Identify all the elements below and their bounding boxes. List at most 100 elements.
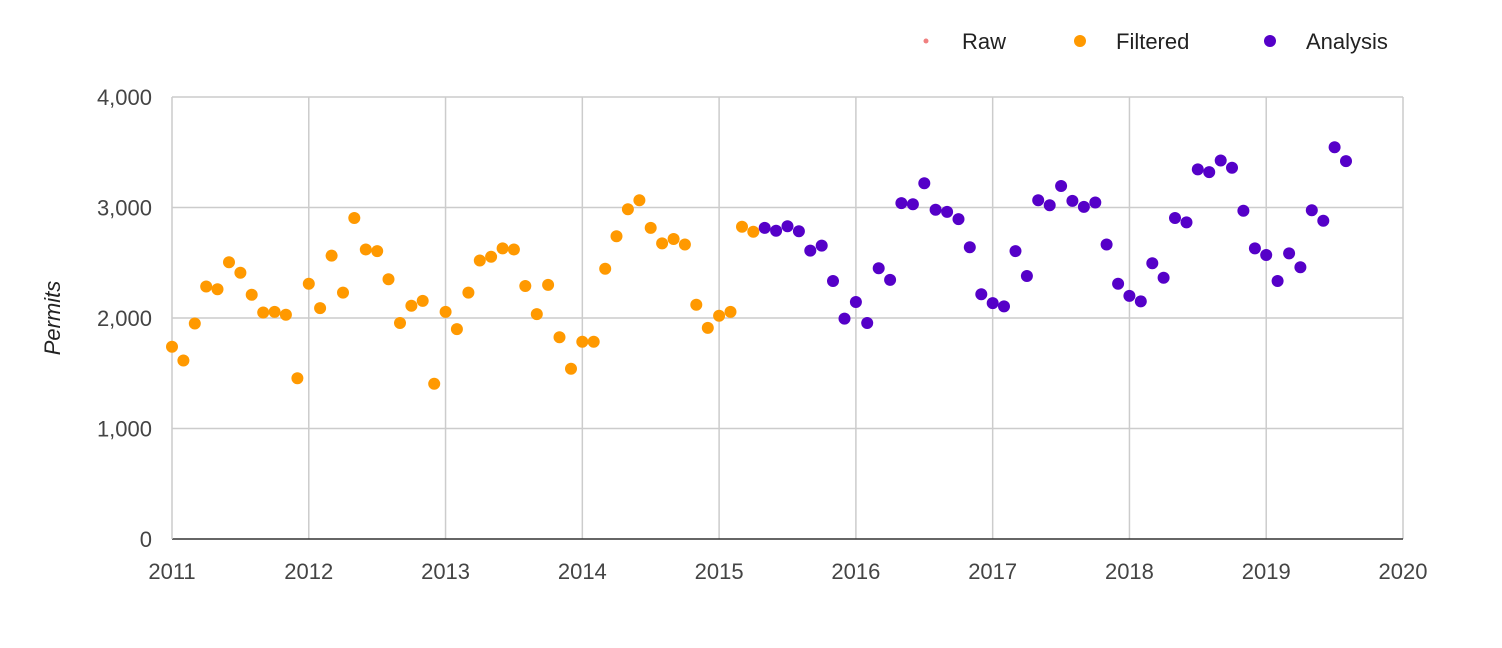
x-tick-label: 2019 (1242, 559, 1291, 584)
analysis-point (963, 241, 976, 254)
analysis-point (849, 296, 862, 308)
analysis-point (1055, 180, 1068, 192)
analysis-point (804, 244, 817, 257)
analysis-point (1180, 216, 1193, 229)
grid (172, 96, 1404, 539)
analysis-point (1294, 261, 1307, 274)
analysis-point (975, 288, 988, 301)
filtered-point (223, 256, 235, 269)
analysis-point (1077, 200, 1090, 213)
filtered-point (678, 238, 691, 251)
analysis-point (861, 317, 874, 329)
filtered-point (667, 233, 680, 245)
filtered-point (291, 372, 304, 385)
analysis-point (1020, 270, 1033, 282)
analysis-point (1317, 214, 1330, 227)
filtered-point (166, 340, 178, 353)
filtered-point (507, 243, 520, 256)
x-tick-label: 2017 (968, 559, 1017, 584)
analysis-point (1066, 194, 1079, 207)
filtered-point (701, 321, 714, 334)
filtered-point (371, 245, 384, 258)
filtered-point (656, 237, 669, 250)
filtered-point (587, 335, 600, 348)
analysis-point (1032, 194, 1045, 207)
analysis-point (770, 224, 783, 237)
analysis-point (918, 177, 931, 190)
filtered-point (394, 317, 406, 329)
analysis-point (1340, 155, 1352, 168)
x-tick-label: 2018 (1105, 559, 1154, 584)
filtered-point (257, 306, 270, 319)
analysis-point (1305, 204, 1318, 217)
filtered-point (724, 305, 737, 318)
analysis-point (952, 213, 965, 226)
legend-label: Raw (962, 29, 1006, 54)
filtered-point (337, 286, 349, 299)
filtered-point (530, 308, 543, 321)
analysis-point (1134, 295, 1147, 308)
filtered-point (553, 331, 566, 344)
filtered-point (610, 230, 623, 243)
analysis-point (1283, 247, 1296, 260)
filtered-point (485, 250, 498, 263)
filtered-point (359, 243, 372, 256)
analysis-point (1112, 277, 1125, 290)
filtered-point (690, 298, 703, 311)
y-tick-label: 2,000 (97, 306, 152, 331)
analysis-point (758, 221, 771, 234)
filtered-point (565, 362, 577, 375)
filtered-point (405, 299, 418, 312)
filtered-point (542, 278, 555, 291)
x-tick-label: 2016 (831, 559, 880, 584)
x-tick-label: 2011 (148, 559, 195, 584)
legend-item-raw[interactable]: Raw (923, 29, 1007, 54)
legend[interactable]: Raw Filtered Analysis (923, 29, 1388, 54)
analysis-point (929, 203, 942, 216)
filtered-point (325, 249, 338, 262)
legend-marker (923, 38, 929, 44)
analysis-point (838, 312, 851, 325)
analysis-point (1214, 154, 1227, 167)
filtered-point (200, 280, 213, 293)
analysis-point (998, 300, 1010, 313)
filtered-point (268, 305, 281, 318)
analysis-point (1146, 257, 1159, 270)
filtered-point (348, 212, 361, 224)
filtered-point (736, 220, 748, 233)
analysis-point (1043, 199, 1056, 212)
analysis-point (884, 273, 897, 286)
filtered-point (428, 377, 441, 390)
analysis-point (1123, 289, 1136, 302)
analysis-point (1271, 275, 1284, 287)
analysis-point (986, 297, 999, 310)
legend-marker (1264, 35, 1276, 47)
filtered-point (599, 262, 612, 275)
analysis-point (1328, 141, 1341, 154)
filtered-point (713, 309, 726, 322)
y-tick-label: 4,000 (97, 85, 152, 110)
filtered-point (644, 221, 657, 234)
filtered-point (462, 286, 475, 299)
x-tick-label: 2020 (1379, 559, 1428, 584)
filtered-point (496, 242, 509, 255)
filtered-point (234, 266, 247, 279)
legend-marker (1074, 35, 1086, 47)
analysis-point (1100, 238, 1113, 251)
axes: 2011 2012 2013 2014 2015 2016 2017 2018 2019 2020… (97, 85, 1428, 584)
analysis-point (1226, 161, 1238, 174)
legend-item-analysis[interactable]: Analysis (1264, 29, 1388, 54)
analysis-point (827, 275, 839, 287)
filtered-point (633, 194, 646, 207)
y-tick-label: 1,000 (97, 417, 152, 442)
legend-item-filtered[interactable]: Filtered (1074, 29, 1189, 54)
analysis-point (781, 220, 794, 233)
filtered-point (314, 302, 327, 315)
analysis-point (792, 225, 805, 238)
filtered-point (450, 323, 463, 336)
legend-label: Analysis (1306, 29, 1388, 54)
y-tick-label: 0 (140, 527, 152, 552)
filtered-point (245, 288, 258, 301)
filtered-point (211, 283, 224, 296)
y-tick-label: 3,000 (97, 196, 152, 221)
